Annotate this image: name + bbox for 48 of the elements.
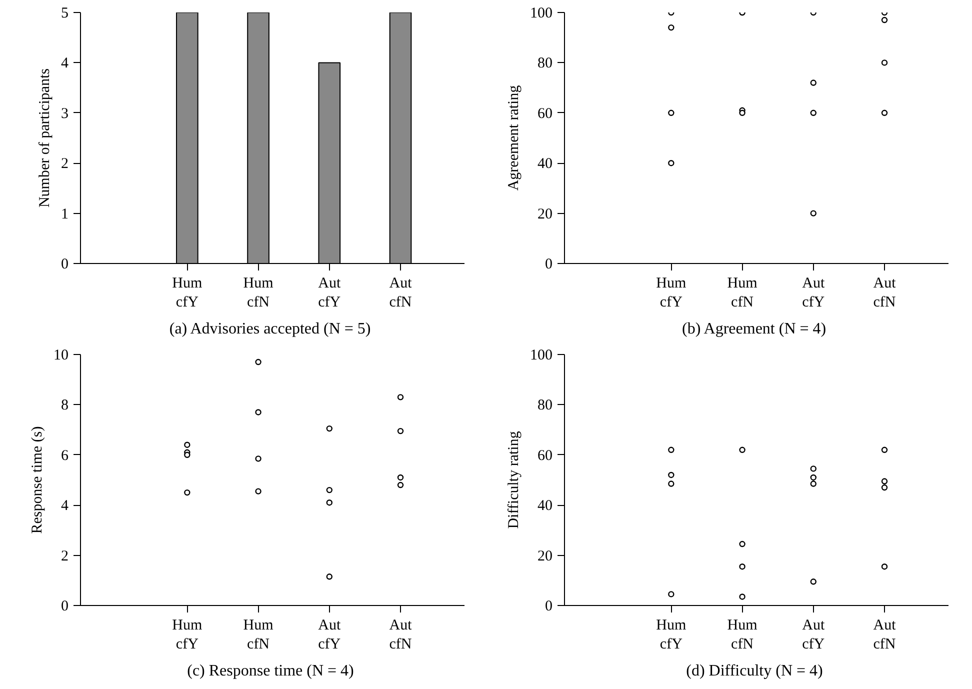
y-tick-label: 8 — [61, 398, 68, 414]
x-tick-label: Hum cfN — [727, 618, 758, 653]
text: (c) Response time (N = 4) — [187, 662, 354, 680]
x-tick-label: Aut cfY — [802, 276, 826, 311]
x-tick-label: Aut cfN — [873, 276, 897, 311]
x-tick-label: Aut cfN — [873, 618, 897, 653]
y-tick-label: 80 — [538, 398, 552, 414]
text: (d) Difficulty (N = 4) — [686, 662, 823, 680]
y-axis-title: Agreement rating — [506, 84, 522, 191]
y-tick-label: 40 — [538, 498, 552, 514]
y-tick-label: 4 — [61, 498, 69, 514]
x-tick-label: Aut cfN — [389, 276, 413, 311]
y-tick-label: 4 — [61, 56, 69, 72]
y-tick-label: 100 — [530, 348, 552, 364]
y-tick-label: 0 — [545, 598, 552, 614]
y-axis-title: Response time (s) — [30, 426, 46, 534]
x-tick-label: Aut cfY — [318, 276, 342, 311]
text: (a) Advisories accepted (N = 5) — [169, 320, 371, 338]
y-tick-label: 6 — [61, 448, 69, 464]
x-tick-label: Hum cfY — [656, 618, 686, 653]
y-tick-label: 1 — [61, 206, 68, 222]
y-tick-label: 0 — [545, 256, 552, 272]
y-tick-label: 10 — [54, 348, 68, 364]
y-tick-label: 60 — [538, 448, 552, 464]
y-tick-label: 0 — [61, 598, 68, 614]
y-tick-label: 2 — [61, 156, 68, 172]
y-axis-title: Difficulty rating — [506, 430, 522, 529]
x-tick-label: Hum cfY — [172, 618, 202, 653]
y-tick-label: 20 — [538, 206, 552, 222]
x-tick-label: Hum cfN — [727, 276, 758, 311]
y-tick-label: 40 — [538, 156, 552, 172]
y-tick-label: 20 — [538, 548, 552, 564]
x-tick-label: Hum cfY — [656, 276, 686, 311]
y-tick-label: 2 — [61, 548, 68, 564]
y-tick-label: 60 — [538, 106, 552, 122]
y-tick-label: 100 — [530, 6, 552, 22]
x-tick-label: Aut cfY — [318, 618, 342, 653]
x-tick-label: Hum cfN — [243, 276, 274, 311]
y-axis-title: Number of participants — [37, 68, 53, 208]
text: (b) Agreement (N = 4) — [682, 320, 826, 338]
y-tick-label: 80 — [538, 56, 552, 72]
y-tick-label: 3 — [61, 106, 68, 122]
x-tick-label: Aut cfN — [389, 618, 413, 653]
x-tick-label: Hum cfY — [172, 276, 202, 311]
x-tick-label: Hum cfN — [243, 618, 274, 653]
x-tick-label: Aut cfY — [802, 618, 826, 653]
y-tick-label: 0 — [61, 256, 68, 272]
y-tick-label: 5 — [61, 6, 68, 22]
